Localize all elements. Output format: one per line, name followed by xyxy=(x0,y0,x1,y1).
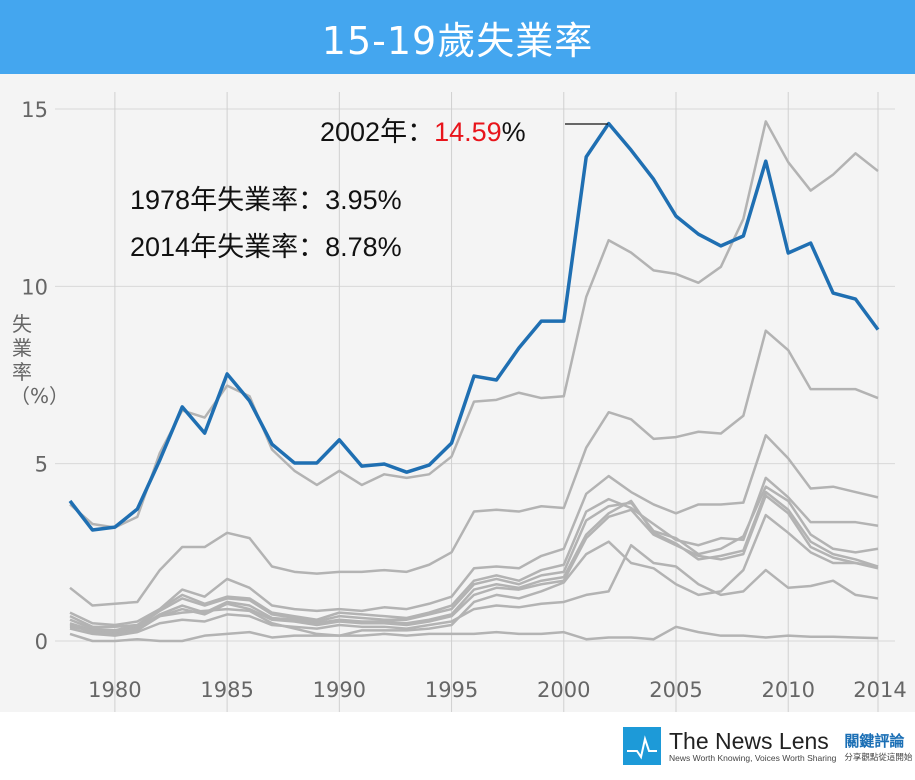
y-tick-label: 0 xyxy=(35,630,48,654)
series-line-other-6 xyxy=(69,490,879,634)
x-tick-label: 1985 xyxy=(200,678,253,702)
series-line-other-3 xyxy=(69,434,879,627)
x-tick-label: 1995 xyxy=(425,678,478,702)
y-tick-label: 10 xyxy=(21,275,48,299)
series-line-other-4 xyxy=(69,476,879,629)
news-lens-logo: The News Lens News Worth Knowing, Voices… xyxy=(623,727,912,765)
gridlines xyxy=(55,92,895,712)
annotation-1978: 1978年失業率：3.95% xyxy=(130,185,402,215)
y-tick-label: 15 xyxy=(21,98,48,122)
annotation-2014: 2014年失業率：8.78% xyxy=(130,232,402,262)
brand-tagline: News Worth Knowing, Voices Worth Sharing xyxy=(669,753,837,763)
series-lines xyxy=(68,120,880,643)
x-tick-label: 2000 xyxy=(537,678,590,702)
peak-annotation: 2002年：14.59% xyxy=(320,110,526,149)
plot-background xyxy=(0,74,915,712)
peak-suffix: % xyxy=(501,117,526,147)
highlight-series-line xyxy=(68,121,880,532)
series-line-other-2 xyxy=(69,329,879,607)
x-tick-label: 2010 xyxy=(761,678,814,702)
brand-name: The News Lens xyxy=(669,728,829,754)
tick-labels: 0 5 10 15 1980 1985 1990 1995 2000 2005 2010 2014 xyxy=(21,98,906,702)
brand-tagline-cn: 分享觀點從這開始 xyxy=(844,752,913,763)
series-line-other-10 xyxy=(69,625,879,643)
x-tick-label: 2014 xyxy=(853,678,906,702)
series-line-other-5 xyxy=(69,485,879,632)
x-tick-label: 1980 xyxy=(88,678,141,702)
brand-name-cn: 關鍵評論 xyxy=(844,731,905,750)
series-line-other-8 xyxy=(69,513,879,637)
series-line-other-1 xyxy=(69,120,879,529)
series-line-other-7 xyxy=(69,494,879,636)
peak-value: 14.59 xyxy=(434,117,502,147)
peak-prefix: 2002年： xyxy=(320,117,435,147)
y-axis-label: 失業率（%） xyxy=(10,312,69,408)
pulse-logo-icon xyxy=(623,727,661,765)
x-tick-label: 1990 xyxy=(313,678,366,702)
chart-title: 15-19歲失業率 xyxy=(0,0,915,74)
x-tick-label: 2005 xyxy=(649,678,702,702)
y-tick-label: 5 xyxy=(35,453,48,477)
series-line-other-9 xyxy=(69,543,879,637)
